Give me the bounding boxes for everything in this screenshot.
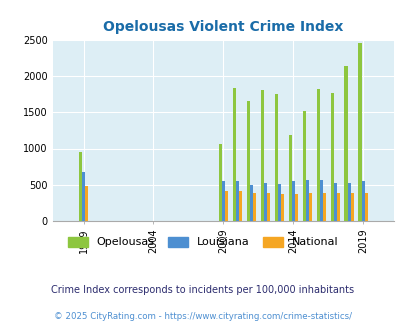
Bar: [277, 184, 280, 221]
Title: Opelousas Violent Crime Index: Opelousas Violent Crime Index: [103, 20, 343, 34]
Bar: [79, 152, 82, 221]
Bar: [85, 185, 88, 221]
Bar: [364, 193, 367, 221]
Bar: [347, 182, 350, 221]
Text: Crime Index corresponds to incidents per 100,000 inhabitants: Crime Index corresponds to incidents per…: [51, 285, 354, 295]
Bar: [316, 89, 319, 221]
Bar: [221, 181, 224, 221]
Bar: [291, 181, 294, 221]
Bar: [294, 194, 297, 221]
Bar: [249, 185, 252, 221]
Bar: [358, 43, 360, 221]
Bar: [336, 193, 339, 221]
Bar: [260, 90, 263, 221]
Bar: [308, 193, 311, 221]
Bar: [333, 182, 336, 221]
Bar: [252, 193, 255, 221]
Bar: [246, 101, 249, 221]
Bar: [350, 193, 353, 221]
Legend: Opelousas, Louisiana, National: Opelousas, Louisiana, National: [63, 232, 342, 252]
Bar: [288, 135, 291, 221]
Bar: [82, 172, 85, 221]
Bar: [305, 181, 308, 221]
Bar: [224, 191, 227, 221]
Bar: [218, 144, 221, 221]
Bar: [302, 112, 305, 221]
Bar: [330, 93, 333, 221]
Bar: [360, 181, 364, 221]
Text: © 2025 CityRating.com - https://www.cityrating.com/crime-statistics/: © 2025 CityRating.com - https://www.city…: [54, 312, 351, 321]
Bar: [263, 183, 266, 221]
Bar: [266, 193, 269, 221]
Bar: [235, 181, 238, 221]
Bar: [238, 191, 241, 221]
Bar: [232, 87, 235, 221]
Bar: [274, 94, 277, 221]
Bar: [280, 194, 283, 221]
Bar: [322, 193, 325, 221]
Bar: [319, 181, 322, 221]
Bar: [343, 66, 347, 221]
